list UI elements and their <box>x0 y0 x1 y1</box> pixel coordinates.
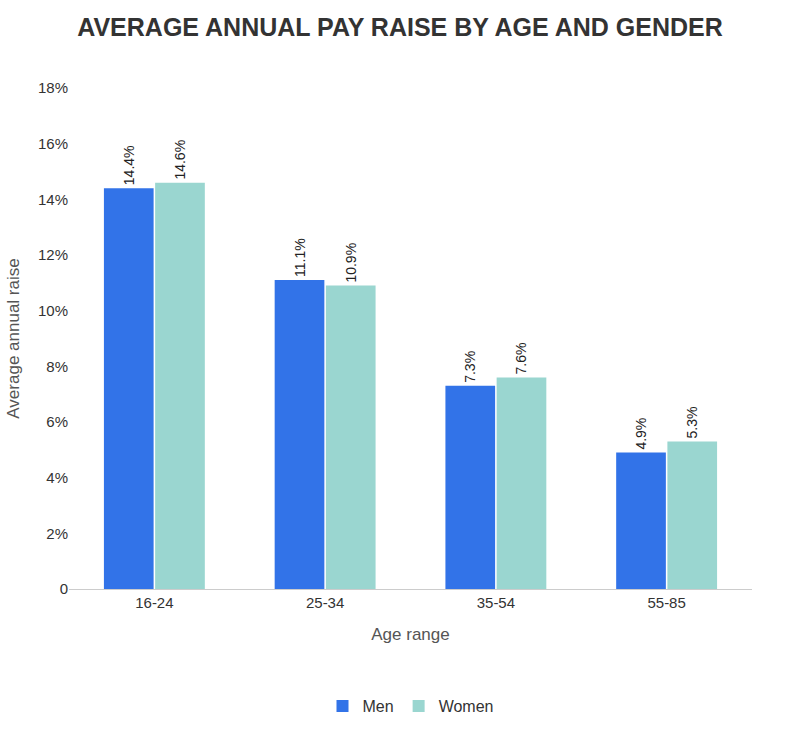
svg-text:18%: 18% <box>38 79 68 96</box>
svg-text:10.9%: 10.9% <box>343 243 359 283</box>
svg-text:10%: 10% <box>38 302 68 319</box>
svg-text:55-85: 55-85 <box>647 594 685 611</box>
svg-text:Age range: Age range <box>371 625 449 644</box>
svg-text:16%: 16% <box>38 135 68 152</box>
svg-text:16-24: 16-24 <box>135 594 173 611</box>
svg-text:14.4%: 14.4% <box>121 145 137 185</box>
svg-text:7.6%: 7.6% <box>513 343 529 375</box>
svg-text:7.3%: 7.3% <box>462 351 478 383</box>
svg-text:8%: 8% <box>46 358 68 375</box>
svg-text:0: 0 <box>60 580 68 597</box>
svg-text:Average annual raise: Average annual raise <box>4 258 23 418</box>
svg-text:Women: Women <box>439 698 494 715</box>
svg-text:11.1%: 11.1% <box>292 238 308 277</box>
svg-text:4%: 4% <box>46 469 68 486</box>
svg-text:Men: Men <box>363 698 394 715</box>
svg-text:6%: 6% <box>46 413 68 430</box>
svg-text:35-54: 35-54 <box>477 594 515 611</box>
svg-text:4.9%: 4.9% <box>633 418 649 450</box>
svg-text:2%: 2% <box>46 525 68 542</box>
svg-text:25-34: 25-34 <box>306 594 344 611</box>
svg-text:5.3%: 5.3% <box>684 407 700 439</box>
svg-text:12%: 12% <box>38 246 68 263</box>
svg-text:AVERAGE ANNUAL PAY RAISE BY AG: AVERAGE ANNUAL PAY RAISE BY AGE AND GEND… <box>77 13 722 41</box>
svg-text:14.6%: 14.6% <box>172 140 188 180</box>
svg-text:14%: 14% <box>38 191 68 208</box>
